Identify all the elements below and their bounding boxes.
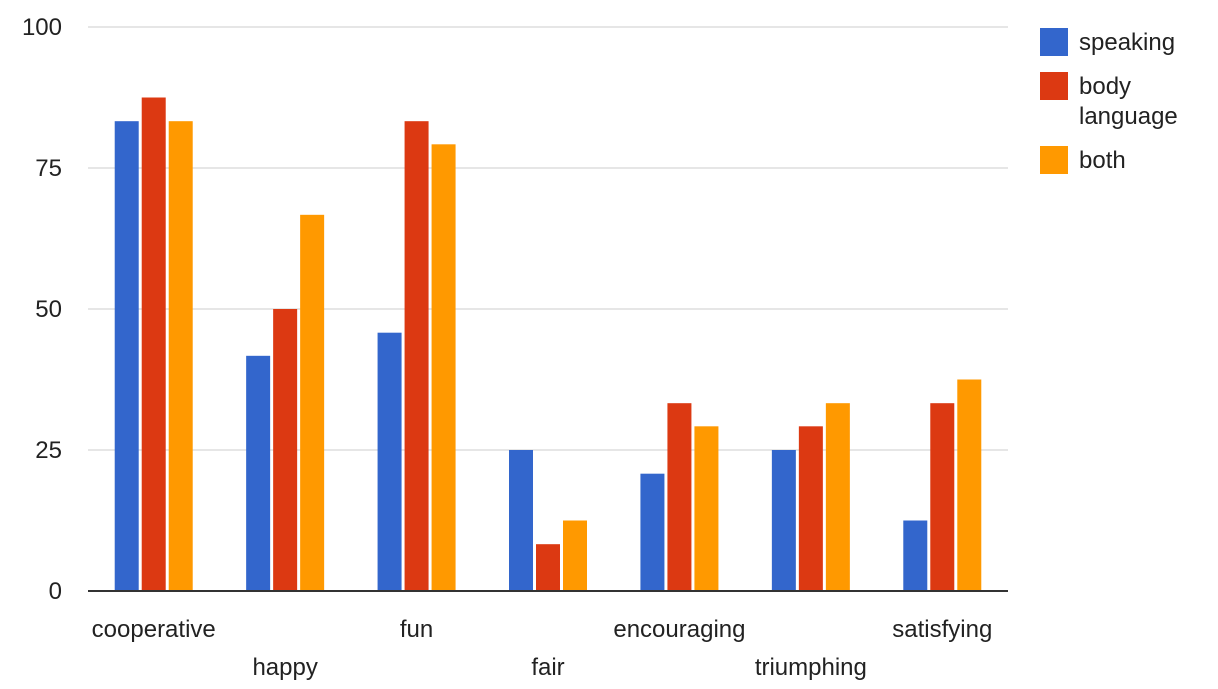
bar xyxy=(771,450,796,591)
y-tick-label: 25 xyxy=(35,437,62,464)
bar xyxy=(273,309,298,591)
bar xyxy=(114,121,139,592)
legend-swatch xyxy=(1040,146,1068,174)
y-tick-label: 100 xyxy=(22,14,62,41)
bars xyxy=(114,97,982,592)
bar xyxy=(377,332,402,591)
y-tick-labels: 0 25 50 75 100 xyxy=(22,14,62,605)
legend-label: speaking xyxy=(1079,29,1175,56)
x-category-label: triumphing xyxy=(755,654,867,681)
bar xyxy=(825,403,850,591)
bar xyxy=(957,379,982,591)
x-category-label: fair xyxy=(531,654,564,681)
bar xyxy=(667,403,692,591)
x-category-label: fun xyxy=(400,616,433,643)
bar xyxy=(246,355,271,591)
legend: speaking body language both xyxy=(1040,28,1178,174)
bar xyxy=(509,450,533,591)
legend-swatch xyxy=(1040,72,1068,100)
bar xyxy=(168,121,193,592)
legend-label: both xyxy=(1079,147,1126,174)
bar xyxy=(431,144,456,591)
legend-swatch xyxy=(1040,28,1068,56)
bar xyxy=(640,473,665,591)
bar xyxy=(141,97,166,591)
legend-label: language xyxy=(1079,103,1178,130)
bar xyxy=(300,214,325,591)
bar xyxy=(798,426,823,591)
y-tick-label: 50 xyxy=(35,296,62,323)
legend-item: both xyxy=(1040,146,1126,174)
gridlines xyxy=(88,26,1008,451)
x-category-label: encouraging xyxy=(613,616,745,643)
x-category-label: happy xyxy=(252,654,317,681)
x-category-label: satisfying xyxy=(892,616,992,643)
bar xyxy=(536,544,560,591)
bar xyxy=(930,403,955,591)
legend-item: body language xyxy=(1040,72,1178,130)
bar xyxy=(903,520,928,591)
legend-item: speaking xyxy=(1040,28,1175,56)
y-tick-label: 75 xyxy=(35,155,62,182)
bar xyxy=(404,121,429,592)
legend-label: body xyxy=(1079,73,1131,100)
y-tick-label: 0 xyxy=(49,578,62,605)
bar xyxy=(694,426,719,591)
x-category-label: cooperative xyxy=(92,616,216,643)
bar xyxy=(563,520,587,591)
x-category-labels: cooperative happy fun fair encouraging triump… xyxy=(92,616,993,681)
